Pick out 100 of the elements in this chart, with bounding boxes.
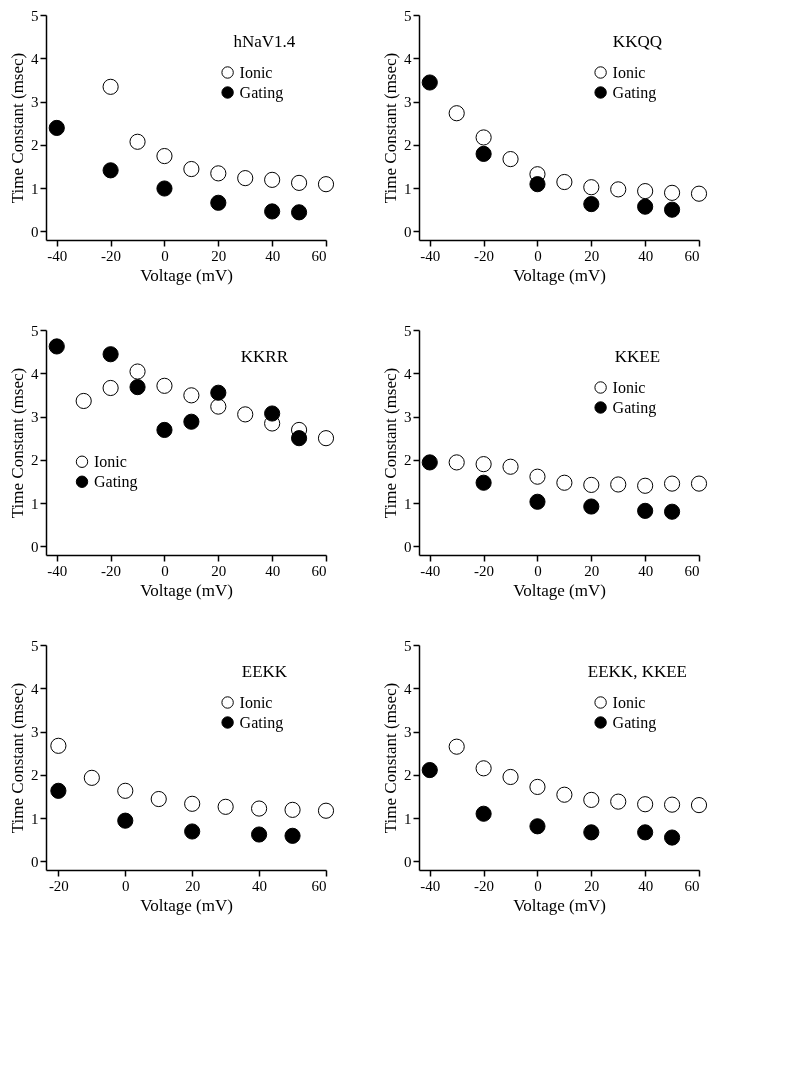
y-tick-label: 5: [404, 322, 412, 339]
legend-label: Gating: [239, 713, 284, 732]
x-tick-label: -20: [474, 247, 495, 264]
point: [690, 475, 708, 492]
point: [210, 165, 227, 182]
point: [663, 184, 681, 201]
x-tick-label: 20: [211, 247, 227, 264]
y-tick-label: 5: [31, 322, 39, 339]
legend-label: Ionic: [239, 63, 273, 81]
point: [502, 151, 519, 168]
y-axis-title: Time Constant (msec): [8, 682, 27, 834]
x-tick-label: 0: [534, 247, 542, 264]
x-tick-label: 0: [534, 562, 542, 579]
point: [237, 170, 254, 187]
x-tick-label: -20: [474, 562, 495, 579]
x-axis-title: Voltage (mV): [140, 580, 233, 600]
x-tick-label: 0: [161, 562, 169, 579]
point: [421, 454, 438, 471]
point: [183, 413, 200, 430]
y-tick-label: 5: [404, 637, 412, 654]
legend-label: Gating: [239, 83, 284, 102]
y-tick-label: 0: [31, 853, 39, 870]
y-axis-title: Time Constant (msec): [381, 52, 400, 204]
point: [183, 160, 200, 178]
point: [556, 474, 573, 491]
y-tick-label: 5: [31, 7, 39, 24]
x-axis-title: Voltage (mV): [140, 895, 233, 915]
x-tick-label: -20: [101, 562, 122, 579]
point: [663, 796, 681, 813]
point: [317, 430, 335, 447]
point: [583, 179, 600, 196]
point: [583, 196, 600, 213]
point: [156, 421, 173, 439]
point: [284, 801, 301, 818]
point: [102, 346, 119, 363]
point: [583, 791, 600, 808]
x-tick-label: -20: [474, 877, 495, 894]
y-tick-label: 3: [404, 409, 412, 426]
y-tick-label: 2: [404, 767, 412, 784]
point: [237, 406, 254, 423]
x-tick-label: -40: [420, 247, 441, 264]
point: [184, 795, 201, 812]
point: [210, 194, 227, 211]
point: [529, 778, 546, 795]
text: KKEE: [614, 347, 661, 366]
y-tick-label: 0: [404, 538, 412, 555]
point: [48, 338, 65, 355]
x-tick-label: 0: [534, 877, 542, 894]
point: [317, 802, 335, 819]
text: EEKK, KKEE: [587, 662, 687, 681]
y-tick-label: 4: [31, 50, 39, 67]
point: [502, 768, 519, 786]
point: [637, 477, 654, 494]
point: [129, 133, 146, 150]
legend-label: Ionic: [612, 693, 646, 711]
y-tick-label: 0: [31, 538, 39, 555]
point: [475, 129, 492, 146]
y-tick-label: 1: [31, 810, 39, 827]
point: [264, 171, 281, 188]
point: [583, 824, 600, 841]
x-tick-label: -40: [420, 877, 441, 894]
point: [610, 793, 627, 810]
y-tick-label: 1: [404, 495, 412, 512]
text: EEKK: [241, 662, 288, 681]
x-tick-label: 60: [684, 877, 700, 894]
point: [156, 147, 173, 165]
y-tick-label: 3: [31, 94, 39, 111]
x-tick-label: 20: [211, 562, 227, 579]
point: [475, 456, 492, 473]
x-tick-label: -40: [420, 562, 441, 579]
point: [75, 392, 92, 410]
x-tick-label: 40: [638, 247, 654, 264]
point: [556, 786, 573, 803]
y-tick-label: 0: [404, 853, 412, 870]
y-axis-title: Time Constant (msec): [381, 367, 400, 519]
x-tick-label: 60: [311, 877, 327, 894]
y-axis-title: Time Constant (msec): [381, 682, 400, 834]
y-tick-label: 1: [31, 180, 39, 197]
point: [117, 812, 134, 829]
legend-label: Gating: [612, 83, 657, 102]
point: [690, 797, 708, 814]
point: [210, 384, 227, 401]
point: [102, 379, 119, 397]
point: [637, 198, 654, 215]
x-tick-label: 40: [265, 562, 281, 579]
point: [610, 181, 627, 198]
y-tick-label: 1: [404, 810, 412, 827]
y-tick-label: 4: [404, 50, 412, 67]
point: [475, 145, 492, 162]
point: [529, 818, 546, 835]
legend-label: Gating: [612, 398, 657, 417]
point: [290, 204, 308, 221]
y-tick-label: 4: [404, 680, 412, 697]
point: [448, 105, 465, 122]
point: [156, 377, 173, 394]
x-tick-label: 40: [265, 247, 281, 264]
y-tick-label: 3: [31, 409, 39, 426]
point: [290, 174, 308, 191]
y-tick-label: 3: [404, 94, 412, 111]
point: [156, 180, 173, 197]
